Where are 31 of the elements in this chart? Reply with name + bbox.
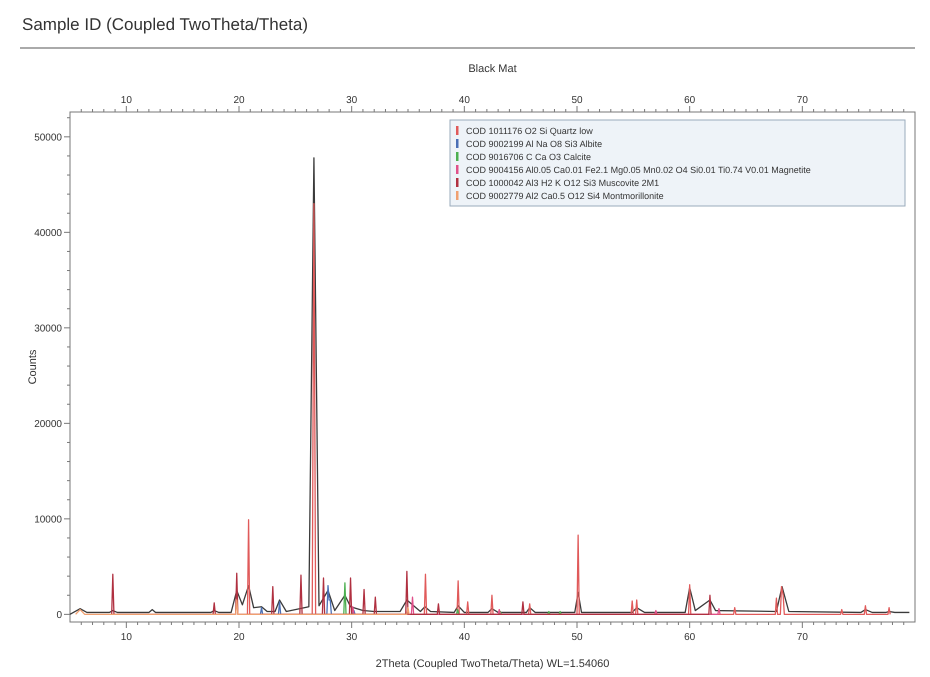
legend-label: COD 1000042 Al3 H2 K O12 Si3 Muscovite 2M1 xyxy=(466,178,660,188)
x2-tick-label: 30 xyxy=(346,632,358,643)
x-tick-label: 40 xyxy=(458,95,470,106)
y-tick-label: 20000 xyxy=(34,418,62,430)
legend-label: COD 9016706 C Ca O3 Calcite xyxy=(466,152,592,162)
y-tick-label: 10000 xyxy=(34,514,62,526)
x2-tick-label: 60 xyxy=(684,632,696,643)
y-tick-label: 0 xyxy=(56,610,62,621)
legend-label: COD 9002199 Al Na O8 Si3 Albite xyxy=(466,139,602,149)
legend-label: COD 9002779 Al2 Ca0.5 O12 Si4 Montmorillonite xyxy=(466,191,664,201)
legend-label: COD 1011176 O2 Si Quartz low xyxy=(466,126,594,136)
line-series xyxy=(74,599,410,616)
x-tick-label: 20 xyxy=(233,95,245,106)
x-tick-label: 10 xyxy=(120,95,132,106)
x2-tick-label: 20 xyxy=(233,632,245,643)
x-tick-label: 50 xyxy=(571,95,583,106)
x-tick-label: 60 xyxy=(684,95,696,106)
y-tick-label: 30000 xyxy=(34,323,62,334)
y-tick-label: 40000 xyxy=(34,228,62,239)
x2-axis-title: Black Mat xyxy=(468,63,517,75)
x2-tick-label: 70 xyxy=(796,632,808,643)
x-tick-label: 70 xyxy=(796,95,808,106)
y-axis-title: Counts xyxy=(27,349,39,384)
x2-tick-label: 40 xyxy=(458,632,470,643)
x-tick-label: 30 xyxy=(346,95,358,106)
chart-title: Sample ID (Coupled TwoTheta/Theta) xyxy=(22,15,308,34)
x2-tick-label: 10 xyxy=(120,632,132,643)
legend-label: COD 9004156 Al0.05 Ca0.01 Fe2.1 Mg0.05 Mn0.02 O4 Si0.01 Ti0.74 V0.01 Magnetite xyxy=(466,165,811,175)
x-axis-title: 2Theta (Coupled TwoTheta/Theta) WL=1.54060 xyxy=(376,658,610,670)
y-tick-label: 50000 xyxy=(34,132,62,144)
x2-tick-label: 50 xyxy=(571,632,583,643)
